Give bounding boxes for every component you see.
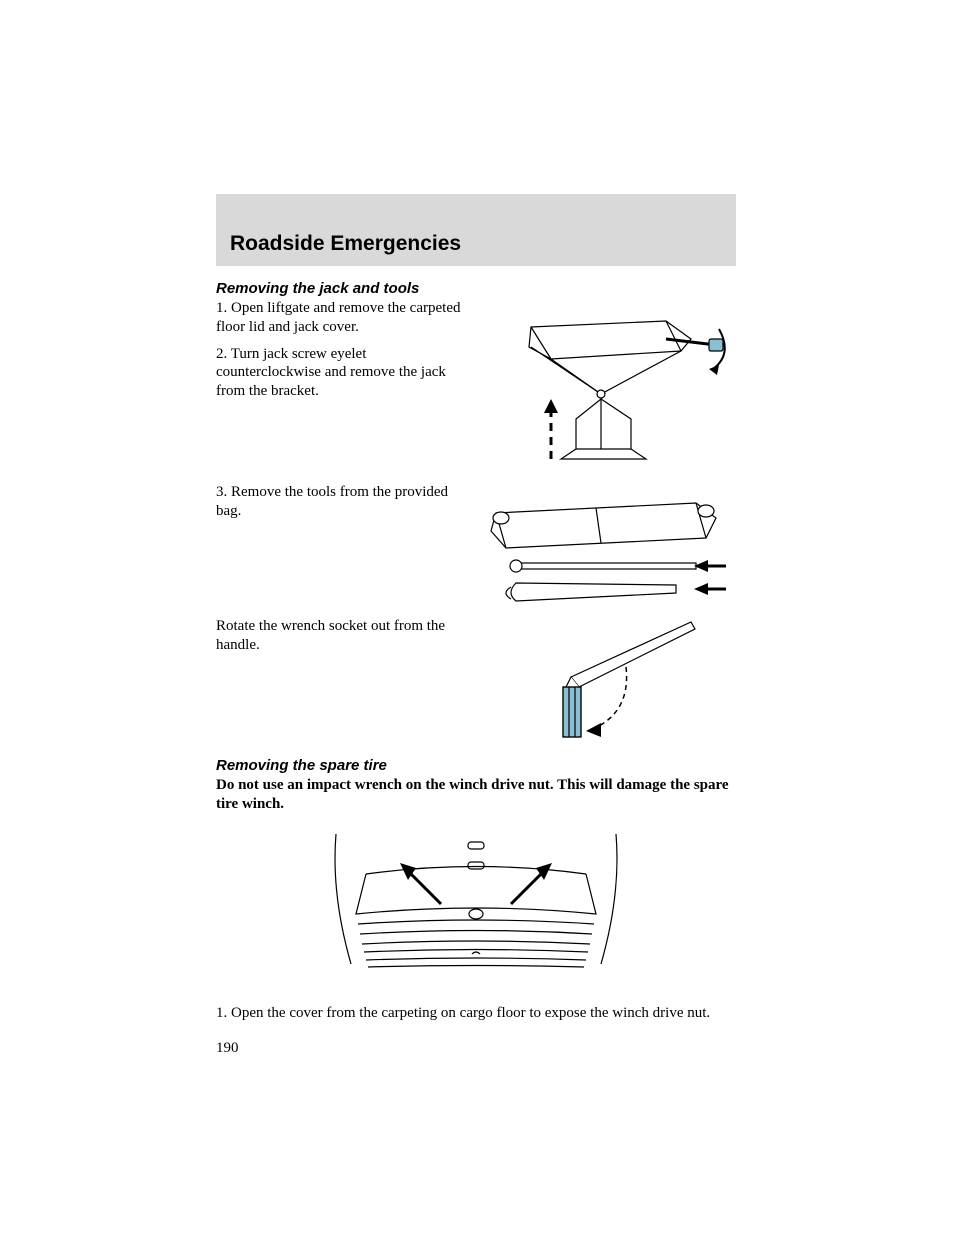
- figure-tools: [476, 483, 736, 613]
- page-number: 190: [216, 1040, 736, 1057]
- chapter-title: Roadside Emergencies: [230, 232, 722, 256]
- jack-removal-icon: [481, 299, 731, 479]
- section2-warning: Do not use an impact wrench on the winch…: [216, 776, 736, 814]
- figure-cargo-floor-wrap: [216, 824, 736, 994]
- step3-text-col: 3. Remove the tools from the provided ba…: [216, 483, 466, 521]
- tools-icon: [476, 483, 736, 613]
- figure-wrench-rotate: [476, 617, 736, 747]
- step1-text: 1. Open liftgate and remove the carpeted…: [216, 299, 466, 337]
- wrench-rotate-icon: [511, 617, 701, 747]
- figure-jack-removal: [476, 299, 736, 479]
- step3-row: 3. Remove the tools from the provided ba…: [216, 483, 736, 613]
- step4-text: Rotate the wrench socket out from the ha…: [216, 617, 466, 655]
- step3-text: 3. Remove the tools from the provided ba…: [216, 483, 466, 521]
- step4-text-col: Rotate the wrench socket out from the ha…: [216, 617, 466, 655]
- cargo-floor-icon: [296, 824, 656, 994]
- section2-heading: Removing the spare tire: [216, 757, 736, 774]
- section2-step1: 1. Open the cover from the carpeting on …: [216, 1004, 736, 1023]
- section1-heading: Removing the jack and tools: [216, 280, 736, 297]
- page-content: Roadside Emergencies Removing the jack a…: [216, 194, 736, 1057]
- step4-row: Rotate the wrench socket out from the ha…: [216, 617, 736, 747]
- step1-2-text-col: 1. Open liftgate and remove the carpeted…: [216, 299, 466, 401]
- chapter-header-band: Roadside Emergencies: [216, 194, 736, 266]
- step2-text: 2. Turn jack screw eyelet counterclockwi…: [216, 345, 466, 401]
- step1-2-row: 1. Open liftgate and remove the carpeted…: [216, 299, 736, 479]
